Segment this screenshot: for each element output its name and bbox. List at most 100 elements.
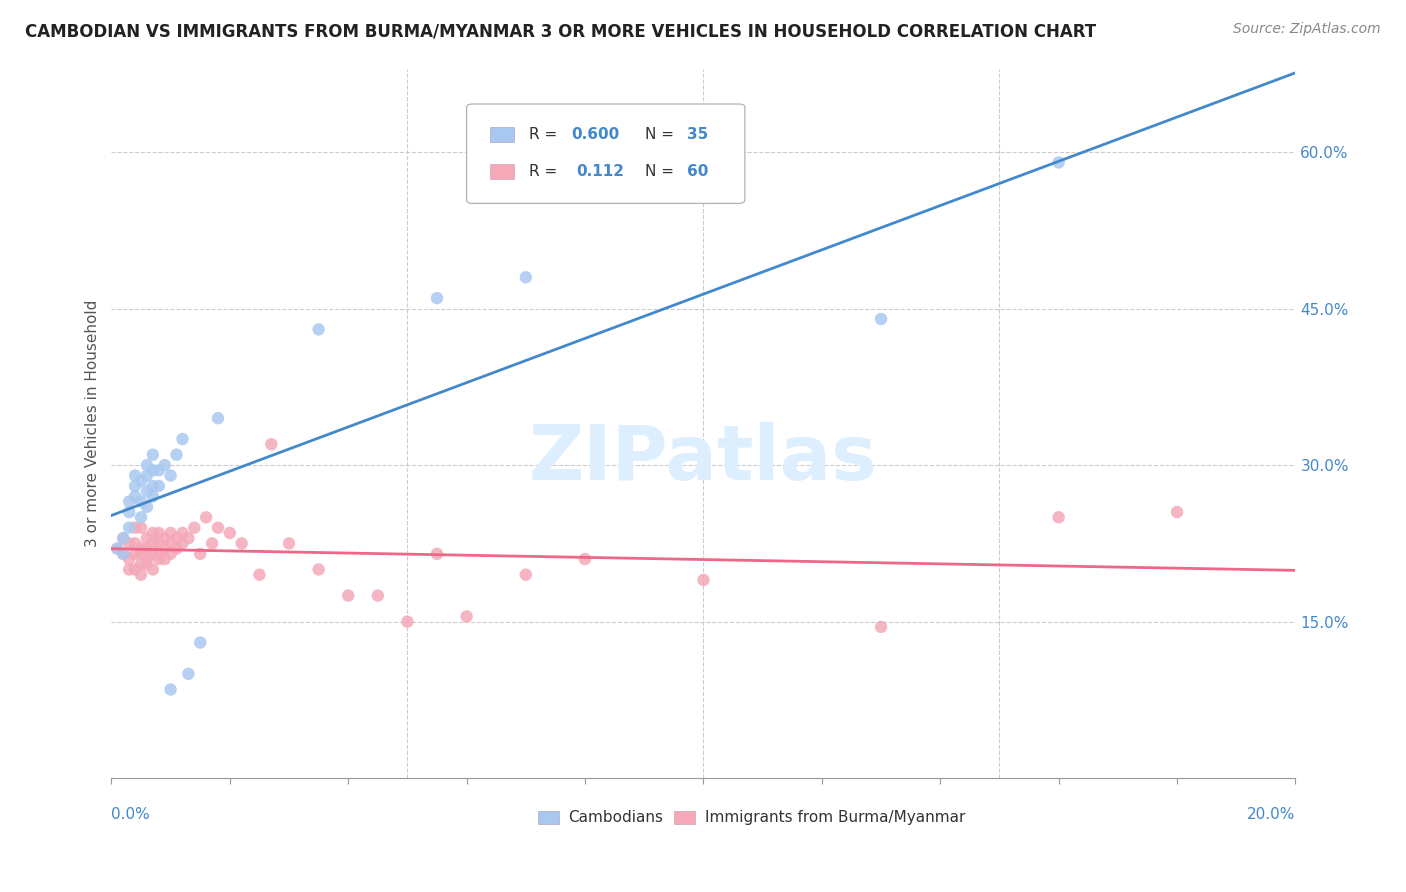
- Point: [148, 479, 170, 493]
- Text: Cambodians: Cambodians: [568, 810, 664, 825]
- FancyBboxPatch shape: [673, 811, 695, 823]
- Point: [129, 510, 152, 524]
- Point: [396, 615, 419, 629]
- Point: [183, 521, 205, 535]
- Point: [118, 562, 141, 576]
- Point: [153, 531, 176, 545]
- Point: [136, 484, 159, 499]
- Point: [207, 411, 229, 425]
- Point: [426, 291, 449, 305]
- Point: [159, 682, 181, 697]
- Point: [260, 437, 283, 451]
- Point: [249, 567, 271, 582]
- Point: [112, 531, 135, 545]
- Point: [136, 468, 159, 483]
- Point: [177, 666, 200, 681]
- Point: [1047, 155, 1070, 169]
- Point: [166, 448, 188, 462]
- Point: [124, 468, 146, 483]
- Point: [308, 562, 330, 576]
- Point: [118, 521, 141, 535]
- Point: [231, 536, 253, 550]
- Point: [1047, 510, 1070, 524]
- Point: [159, 468, 181, 483]
- Point: [136, 531, 159, 545]
- Text: 35: 35: [688, 127, 709, 142]
- Text: N =: N =: [645, 164, 679, 179]
- Point: [136, 541, 159, 556]
- Point: [166, 531, 188, 545]
- Point: [426, 547, 449, 561]
- Point: [124, 562, 146, 576]
- Point: [129, 521, 152, 535]
- Point: [148, 552, 170, 566]
- Point: [124, 479, 146, 493]
- Point: [153, 541, 176, 556]
- Point: [172, 432, 194, 446]
- Point: [118, 505, 141, 519]
- Point: [308, 322, 330, 336]
- Point: [105, 541, 128, 556]
- Point: [692, 573, 714, 587]
- Point: [142, 525, 165, 540]
- Point: [870, 620, 893, 634]
- Point: [201, 536, 224, 550]
- Point: [166, 541, 188, 556]
- FancyBboxPatch shape: [537, 811, 560, 823]
- Point: [188, 547, 211, 561]
- FancyBboxPatch shape: [491, 164, 515, 178]
- Point: [172, 536, 194, 550]
- Point: [129, 558, 152, 572]
- Point: [124, 490, 146, 504]
- Point: [148, 536, 170, 550]
- Text: N =: N =: [645, 127, 679, 142]
- Point: [159, 536, 181, 550]
- Point: [124, 521, 146, 535]
- Point: [136, 552, 159, 566]
- Point: [112, 547, 135, 561]
- Point: [129, 541, 152, 556]
- Point: [118, 494, 141, 508]
- Point: [574, 552, 596, 566]
- Point: [1166, 505, 1188, 519]
- Text: 0.0%: 0.0%: [111, 806, 150, 822]
- Point: [153, 458, 176, 472]
- Point: [136, 500, 159, 514]
- Point: [456, 609, 478, 624]
- Point: [142, 536, 165, 550]
- Text: 20.0%: 20.0%: [1247, 806, 1295, 822]
- Point: [112, 531, 135, 545]
- Text: Immigrants from Burma/Myanmar: Immigrants from Burma/Myanmar: [704, 810, 965, 825]
- Text: Source: ZipAtlas.com: Source: ZipAtlas.com: [1233, 22, 1381, 37]
- FancyBboxPatch shape: [491, 128, 515, 142]
- Text: ZIPatlas: ZIPatlas: [529, 422, 877, 496]
- Point: [148, 463, 170, 477]
- Point: [148, 525, 170, 540]
- Point: [142, 479, 165, 493]
- Point: [129, 494, 152, 508]
- Point: [129, 474, 152, 488]
- Point: [195, 510, 218, 524]
- Point: [142, 448, 165, 462]
- Text: R =: R =: [530, 127, 562, 142]
- Point: [118, 552, 141, 566]
- Point: [105, 541, 128, 556]
- Point: [142, 463, 165, 477]
- Point: [136, 458, 159, 472]
- Point: [142, 562, 165, 576]
- Point: [207, 521, 229, 535]
- FancyBboxPatch shape: [467, 104, 745, 203]
- Text: CAMBODIAN VS IMMIGRANTS FROM BURMA/MYANMAR 3 OR MORE VEHICLES IN HOUSEHOLD CORRE: CAMBODIAN VS IMMIGRANTS FROM BURMA/MYANM…: [25, 22, 1097, 40]
- Point: [142, 490, 165, 504]
- Point: [112, 547, 135, 561]
- Point: [153, 552, 176, 566]
- Point: [129, 547, 152, 561]
- Point: [337, 589, 360, 603]
- Point: [129, 567, 152, 582]
- Point: [367, 589, 389, 603]
- Point: [159, 525, 181, 540]
- Point: [159, 547, 181, 561]
- Text: R =: R =: [530, 164, 568, 179]
- Text: 0.600: 0.600: [571, 127, 619, 142]
- Text: 60: 60: [688, 164, 709, 179]
